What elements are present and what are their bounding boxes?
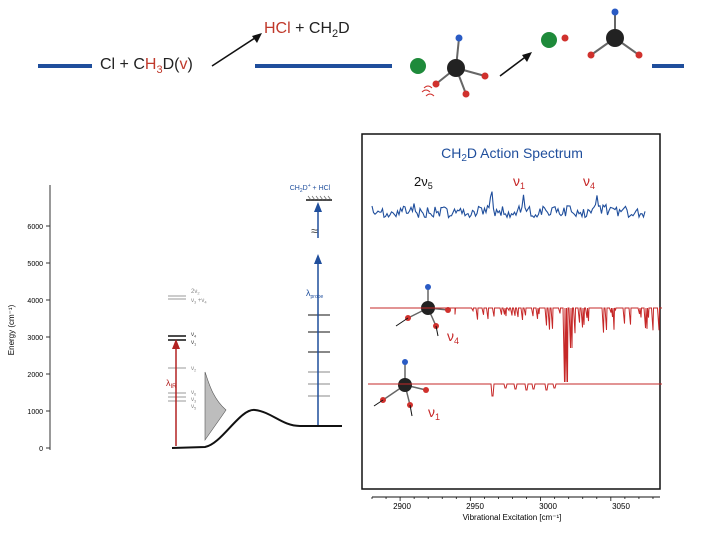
level-v3v4-label: ν3 +ν4 xyxy=(191,298,207,305)
spectrum-tick-3050: 3050 xyxy=(612,502,630,511)
ir-wavelength-label: λIR xyxy=(166,378,177,390)
probe-levels xyxy=(308,314,330,353)
reactant-label: Cl + CH3D(v) xyxy=(100,56,193,77)
spectrum-tick-2950: 2950 xyxy=(466,502,484,511)
reaction-arrow xyxy=(211,35,259,67)
annotation-v1-top: ν1 xyxy=(513,173,525,191)
axis-break-symbol: ≈ xyxy=(311,224,318,238)
energy-tick-3000: 3000 xyxy=(27,335,43,342)
ionization-level-label: CH2D+ + HCl xyxy=(290,183,331,194)
probe-arrowhead-lower xyxy=(314,254,322,264)
level-v5-label: ν5 xyxy=(191,404,197,411)
reaction-scheme xyxy=(38,8,684,98)
energy-tick-0: 0 xyxy=(39,446,43,453)
ir-arrowhead xyxy=(172,339,180,349)
ch2d-molecule-icon-v1 xyxy=(373,359,429,417)
energy-tick-1000: 1000 xyxy=(27,409,43,416)
level-v3-label: ν3 xyxy=(191,397,197,404)
hcl-ch2d-product-icon xyxy=(541,8,643,59)
v4-simulation-trace xyxy=(370,307,662,383)
spectrum-x-label: Vibrational Excitation [cm⁻¹] xyxy=(463,513,562,522)
energy-tick-4000: 4000 xyxy=(27,298,43,305)
vibrational-levels-black xyxy=(168,335,186,341)
ionization-hatching xyxy=(307,195,332,201)
level-v1-label: ν1 xyxy=(191,340,197,347)
annotation-2v5: 2ν5 xyxy=(414,174,433,191)
energy-tick-5000: 5000 xyxy=(27,261,43,268)
energy-axis-label: Energy (cm⁻¹) xyxy=(7,304,16,355)
spectrum-tick-2900: 2900 xyxy=(393,502,411,511)
reaction-arrowhead xyxy=(252,33,262,43)
chart-title: CH2D Action Spectrum xyxy=(441,145,583,164)
dissociation-arrowhead xyxy=(522,52,532,62)
spectrum-tick-3000: 3000 xyxy=(539,502,557,511)
probe-wavelength-label: λprobe xyxy=(306,288,324,300)
chart-frame xyxy=(361,133,661,490)
dissociation-arrow xyxy=(499,54,529,77)
level-v2-label: ν2 xyxy=(191,366,197,373)
probe-arrowhead-upper xyxy=(314,202,322,212)
action-spectrum-trace xyxy=(371,191,646,219)
spectrum-x-ticks xyxy=(371,497,654,501)
ch2d-molecule-icon-v4 xyxy=(395,284,451,337)
vibrational-levels-grey xyxy=(168,295,186,402)
probe-levels-grey xyxy=(308,371,330,397)
energy-tick-marks xyxy=(46,225,50,449)
annotation-v4-top: ν4 xyxy=(583,173,595,191)
annotation-v4-mid: ν4 xyxy=(447,328,459,346)
energy-tick-2000: 2000 xyxy=(27,372,43,379)
level-2v2-label: 2ν2 xyxy=(191,289,200,296)
annotation-v1-bottom: ν1 xyxy=(428,404,440,422)
energy-diagram: 0 1000 2000 3000 4000 5000 6000 Energy (… xyxy=(7,183,342,453)
level-v6-label: ν6 xyxy=(191,390,197,397)
v1-simulation-trace xyxy=(368,383,662,397)
potential-energy-curve xyxy=(171,409,342,449)
energy-tick-6000: 6000 xyxy=(27,224,43,231)
action-spectrum-chart: CH2D Action Spectrum 2ν5 ν1 ν4 ν4 ν1 290… xyxy=(361,133,662,522)
level-v4-label: ν4 xyxy=(191,332,197,339)
product-label: HCl + CH2D xyxy=(264,20,350,41)
thermal-population-shading xyxy=(204,371,227,441)
cl-ch3d-molecule-icon xyxy=(410,34,489,98)
